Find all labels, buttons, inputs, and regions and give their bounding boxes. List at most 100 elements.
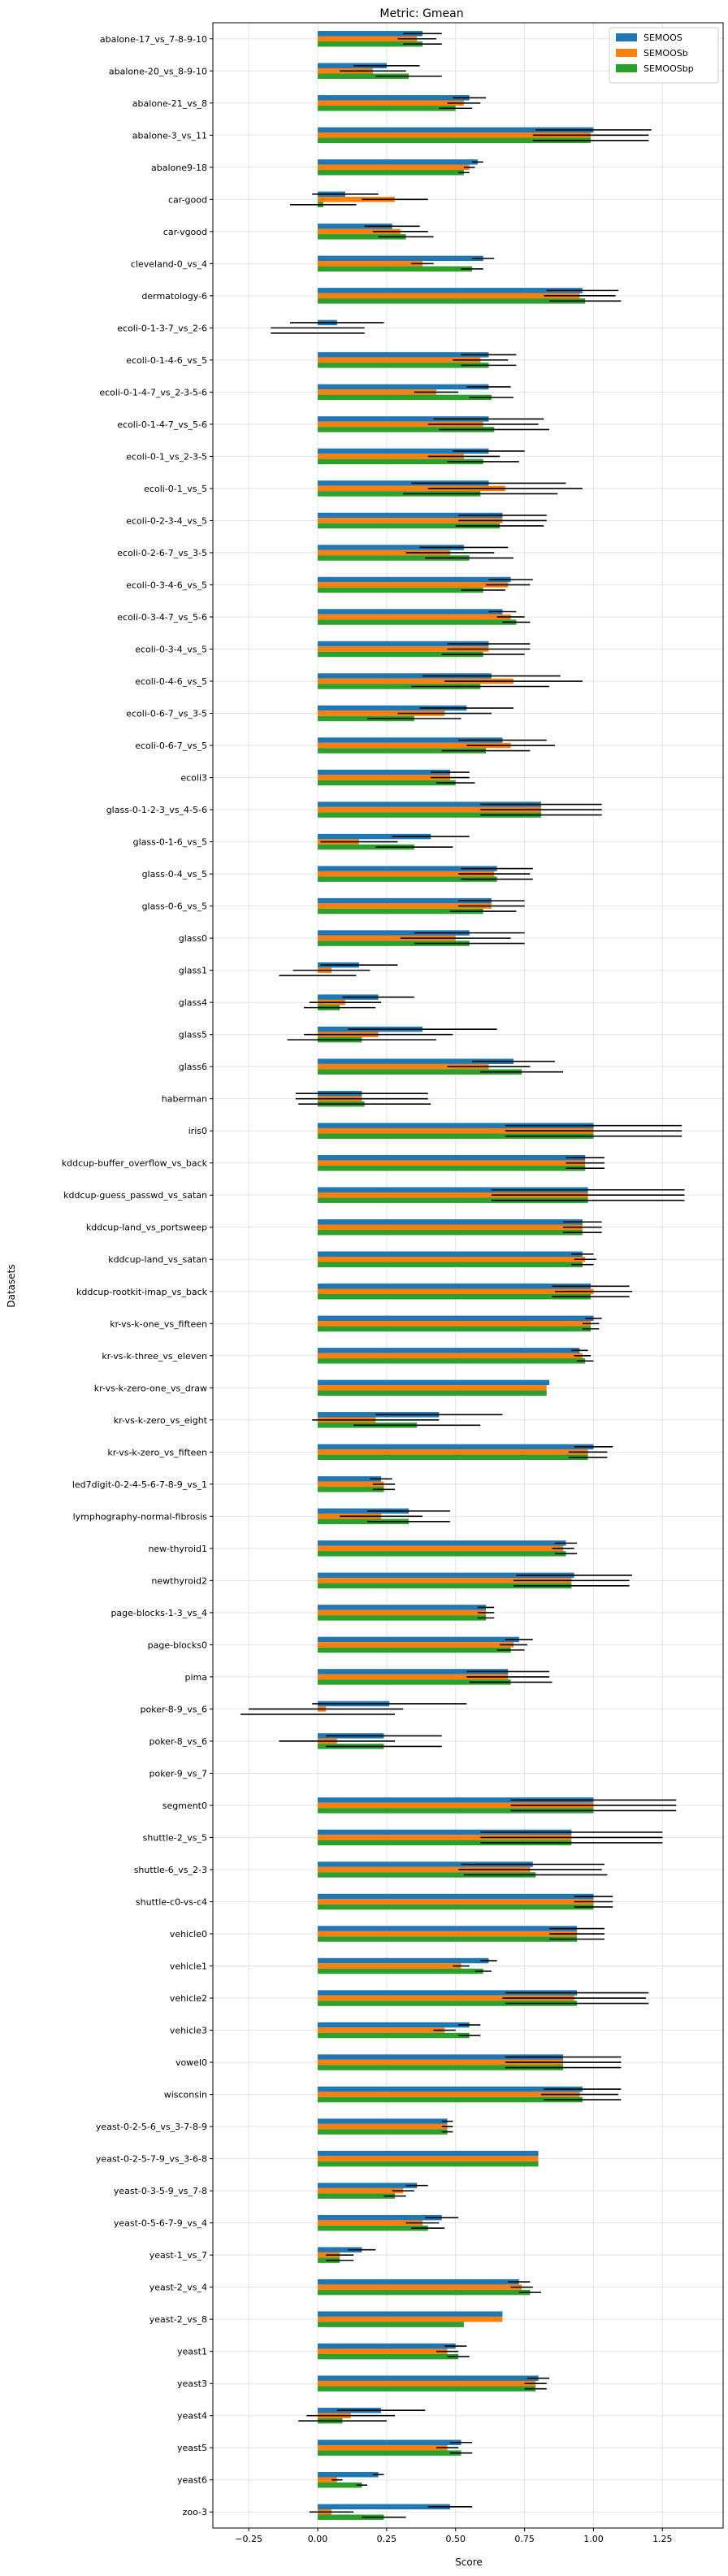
bar-semoosb-yeast-2_vs_4	[318, 2284, 522, 2289]
bar-semoosb-abalone-21_vs_8	[318, 101, 464, 106]
legend-swatch-semoos	[616, 33, 637, 41]
y-tick-label: abalone9-18	[151, 163, 207, 173]
y-tick-label: glass1	[179, 966, 207, 976]
y-tick-label: new-thyroid1	[148, 1544, 207, 1554]
y-tick-label: page-blocks-1-3_vs_4	[110, 1608, 207, 1618]
bar-semoosb-yeast5	[318, 2445, 448, 2450]
bar-semoosb-kr-vs-k-zero_vs_fifteen	[318, 1449, 588, 1454]
bar-semoosbp-dermatology-6	[318, 298, 585, 303]
bar-semoosbp-yeast-0-3-5-9_vs_7-8	[318, 2193, 395, 2198]
x-tick-label: 0.75	[514, 2534, 535, 2544]
bar-semoosbp-vehicle3	[318, 2033, 470, 2038]
y-tick-label: kr-vs-k-one_vs_fifteen	[110, 1318, 207, 1329]
bar-semoosb-ecoli-0-3-4-6_vs_5	[318, 582, 508, 587]
bar-semoosbp-yeast5	[318, 2450, 462, 2455]
bar-semoosbp-new-thyroid1	[318, 1551, 566, 1556]
bar-semoosbp-ecoli3	[318, 780, 456, 785]
y-tick-label: vowel0	[176, 2057, 207, 2068]
bar-semoosbp-yeast3	[318, 2386, 535, 2391]
y-tick-label: ecoli-0-1-4-6_vs_5	[126, 355, 207, 366]
x-tick-label: 1.00	[583, 2534, 604, 2544]
y-tick-label: glass0	[179, 933, 207, 944]
bar-semoosb-kddcup-rootkit-imap_vs_back	[318, 1289, 593, 1294]
bar-semoosb-vehicle0	[318, 1931, 577, 1936]
y-tick-label: ecoli-0-3-4-6_vs_5	[126, 580, 207, 590]
y-tick-label: shuttle-c0-vs-c4	[136, 1897, 207, 1908]
legend-swatch-semoosbp	[616, 64, 637, 72]
bar-semoosb-kddcup-land_vs_satan	[318, 1257, 585, 1262]
y-tick-label: ecoli-0-1-4-7_vs_5-6	[117, 419, 207, 430]
bar-semoos-kddcup-land_vs_satan	[318, 1252, 583, 1257]
y-tick-label: poker-9_vs_7	[150, 1768, 207, 1779]
bar-semoosb-yeast-0-2-5-7-9_vs_3-6-8	[318, 2156, 539, 2161]
y-tick-label: kr-vs-k-zero_vs_fifteen	[107, 1447, 207, 1457]
y-tick-label: yeast3	[177, 2378, 207, 2389]
bar-semoos-page-blocks0	[318, 1637, 519, 1642]
y-tick-label: pima	[185, 1672, 208, 1683]
y-tick-label: ecoli-0-6-7_vs_5	[135, 741, 207, 751]
bar-semoosbp-yeast-0-2-5-6_vs_3-7-8-9	[318, 2129, 448, 2134]
bar-semoos-yeast3	[318, 2375, 539, 2380]
y-tick-label: ecoli-0-1_vs_5	[144, 484, 207, 494]
bar-semoosbp-yeast-0-2-5-7-9_vs_3-6-8	[318, 2161, 539, 2166]
y-tick-label: poker-8_vs_6	[150, 1736, 207, 1747]
y-tick-label: glass6	[179, 1062, 207, 1072]
y-tick-label: glass-0-4_vs_5	[142, 869, 207, 880]
y-tick-label: ecoli-0-1-3-7_vs_2-6	[117, 323, 207, 333]
y-tick-label: ecoli-0-1-4-7_vs_2-3-5-6	[99, 387, 207, 397]
y-tick-label: car-vgood	[163, 227, 207, 237]
bar-semoos-vehicle1	[318, 1958, 488, 1963]
y-tick-label: vehicle2	[170, 1993, 207, 2004]
bar-semoos-cleveland-0_vs_4	[318, 256, 483, 261]
y-tick-label: ecoli3	[180, 773, 207, 784]
y-tick-label: yeast5	[177, 2443, 207, 2453]
legend-label-semoosb: SEMOOSb	[644, 48, 688, 59]
bar-semoos-page-blocks-1-3_vs_4	[318, 1605, 486, 1609]
bar-semoosb-vehicle1	[318, 1963, 462, 1968]
bar-semoosbp-ecoli-0-3-4-7_vs_5-6	[318, 619, 516, 624]
bar-semoosb-abalone9-18	[318, 165, 470, 170]
y-tick-label: zoo-3	[183, 2507, 207, 2517]
y-tick-label: ecoli-0-2-3-4_vs_5	[126, 515, 207, 526]
bar-semoosbp-wisconsin	[318, 2097, 583, 2102]
y-tick-label: kr-vs-k-three_vs_eleven	[102, 1351, 207, 1362]
bar-semoos-yeast-0-3-5-9_vs_7-8	[318, 2183, 417, 2187]
bar-semoos-shuttle-c0-vs-c4	[318, 1894, 593, 1899]
y-tick-label: newthyroid2	[151, 1575, 207, 1586]
bar-semoos-yeast6	[318, 2472, 379, 2477]
y-tick-label: yeast-0-2-5-7-9_vs_3-6-8	[96, 2154, 207, 2165]
bar-semoosb-wisconsin	[318, 2092, 579, 2096]
bar-semoos-kddcup-buffer_overflow_vs_back	[318, 1155, 585, 1160]
bar-semoos-kr-vs-k-one_vs_fifteen	[318, 1316, 593, 1321]
y-tick-label: cleveland-0_vs_4	[131, 258, 207, 269]
y-tick-label: haberman	[162, 1094, 207, 1105]
y-tick-label: shuttle-2_vs_5	[143, 1832, 207, 1843]
y-tick-label: kddcup-guess_passwd_vs_satan	[63, 1190, 207, 1201]
x-axis-label: Score	[455, 2556, 483, 2568]
bar-semoosbp-kddcup-land_vs_satan	[318, 1262, 583, 1266]
bar-semoosb-new-thyroid1	[318, 1546, 563, 1551]
bar-semoos-vehicle0	[318, 1926, 577, 1931]
y-tick-label: glass-0-1-6_vs_5	[133, 837, 207, 848]
legend-swatch-semoosb	[616, 49, 637, 57]
y-tick-label: kr-vs-k-zero_vs_eight	[114, 1415, 208, 1426]
bar-semoos-ecoli3	[318, 770, 450, 775]
bar-semoos-ecoli-0-1-4-7_vs_2-3-5-6	[318, 384, 488, 389]
bar-semoosbp-page-blocks0	[318, 1648, 511, 1653]
x-tick-label: 1.25	[652, 2534, 673, 2544]
bar-semoosb-page-blocks-1-3_vs_4	[318, 1610, 486, 1615]
bar-semoos-wisconsin	[318, 2087, 583, 2092]
bar-semoosbp-shuttle-c0-vs-c4	[318, 1905, 593, 1909]
bar-semoosbp-kr-vs-k-three_vs_eleven	[318, 1358, 585, 1363]
bar-semoosb-cleveland-0_vs_4	[318, 261, 422, 266]
y-tick-label: ecoli-0-3-4-7_vs_5-6	[117, 612, 207, 623]
bar-semoos-yeast-2_vs_4	[318, 2279, 519, 2284]
bar-semoosb-yeast1	[318, 2348, 448, 2353]
bar-semoosb-shuttle-c0-vs-c4	[318, 1899, 593, 1904]
bar-semoosb-kddcup-buffer_overflow_vs_back	[318, 1160, 585, 1165]
legend-label-semoosbp: SEMOOSbp	[644, 63, 694, 74]
y-tick-label: dermatology-6	[141, 291, 207, 302]
bar-semoos-kr-vs-k-zero_vs_fifteen	[318, 1444, 593, 1449]
